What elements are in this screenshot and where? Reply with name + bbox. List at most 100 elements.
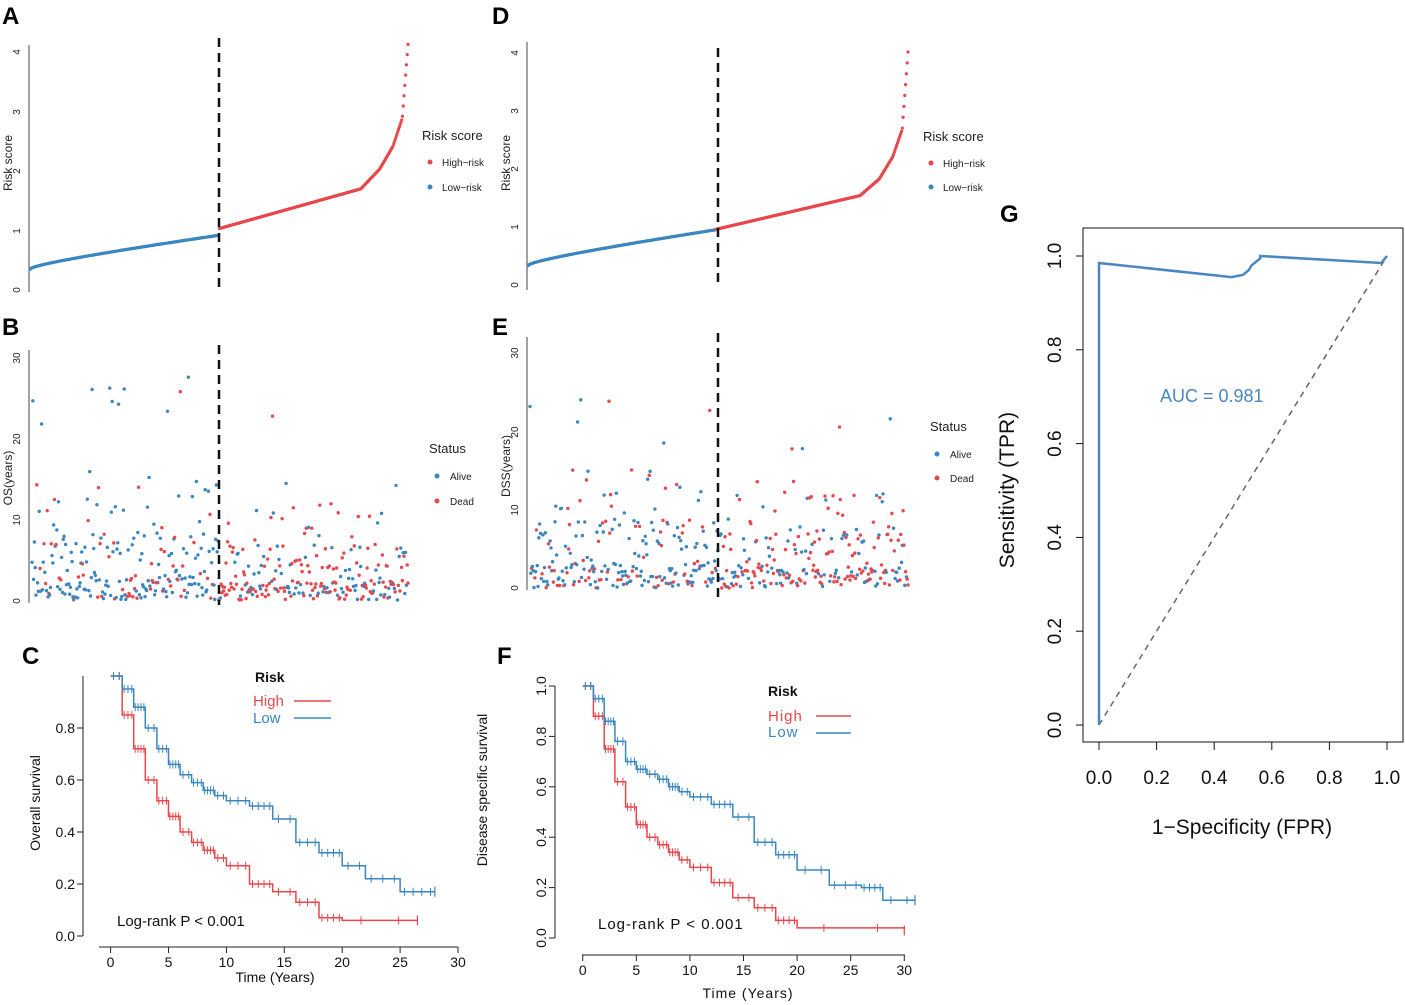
panel-label-c: C [22, 643, 39, 670]
status-point [884, 570, 888, 574]
status-point [828, 574, 833, 578]
status-point [34, 593, 38, 597]
status-point [845, 574, 850, 579]
y-tick-label: 0.6 [1045, 430, 1066, 456]
status-point [209, 561, 214, 565]
status-point [201, 532, 206, 536]
status-point [355, 597, 360, 602]
status-point [653, 507, 657, 511]
panel-label-e: E [492, 314, 508, 341]
status-point [799, 550, 804, 554]
status-point [656, 583, 660, 588]
status-point [563, 544, 568, 548]
status-point [319, 581, 324, 586]
status-point [294, 558, 299, 563]
status-point [308, 593, 312, 598]
status-point [802, 568, 806, 572]
status-point [357, 573, 361, 577]
status-point [658, 574, 662, 579]
status-point [794, 551, 798, 556]
status-point [222, 585, 227, 589]
status-point [268, 547, 272, 551]
status-point [633, 551, 637, 556]
status-point [283, 597, 288, 602]
status-point [290, 562, 294, 566]
status-point [611, 583, 615, 588]
y-ticks: 0 1 2 3 4 [12, 49, 23, 293]
status-point [627, 536, 631, 541]
status-point [835, 579, 839, 584]
status-point [112, 541, 116, 545]
status-point [550, 560, 555, 564]
risk-score-point [904, 72, 908, 76]
status-point [841, 513, 845, 517]
status-point [264, 588, 268, 592]
x-axis-title: Time (Years) [235, 969, 314, 985]
status-point [800, 446, 805, 451]
status-point [151, 580, 155, 585]
status-point [871, 520, 876, 524]
status-point [261, 583, 265, 588]
status-point [59, 578, 63, 582]
status-point [855, 573, 859, 577]
status-point [591, 564, 595, 568]
legend: Status Alive Dead [429, 441, 474, 508]
legend-marker-high [928, 160, 934, 166]
status-point [849, 570, 854, 574]
status-point [76, 575, 81, 579]
status-point [294, 586, 298, 590]
status-point [813, 575, 818, 579]
status-point [62, 534, 66, 539]
status-point [782, 490, 787, 495]
status-point [629, 468, 634, 472]
status-point [832, 580, 836, 584]
status-point [832, 575, 837, 579]
status-point [369, 579, 373, 583]
status-point [600, 521, 605, 525]
status-point [723, 535, 727, 539]
status-point [623, 569, 627, 574]
status-point [169, 551, 174, 556]
y-tick-label: 10 [12, 514, 23, 526]
status-point [327, 564, 332, 568]
status-point [691, 580, 695, 584]
status-point [54, 542, 58, 547]
status-point [364, 586, 369, 590]
status-point [378, 576, 382, 580]
status-point [727, 586, 731, 590]
y-tick-label: 0.4 [56, 824, 76, 840]
status-point [843, 577, 847, 581]
status-point [107, 555, 111, 559]
status-point [572, 580, 577, 584]
status-point [645, 553, 649, 557]
risk-score-point [402, 94, 406, 98]
status-point [156, 562, 161, 567]
legend-item-low: Low−risk [943, 183, 984, 194]
status-point [301, 591, 305, 595]
status-point [704, 580, 708, 584]
status-point [740, 570, 744, 574]
status-point [135, 596, 139, 600]
status-point [138, 558, 142, 562]
x-tick-label: 0.6 [1259, 768, 1285, 789]
status-point [568, 551, 572, 555]
status-point [613, 562, 618, 567]
status-point [630, 569, 635, 573]
status-point [377, 580, 381, 585]
status-point [233, 574, 238, 578]
status-point [40, 588, 45, 592]
status-point [317, 533, 321, 538]
status-point [124, 578, 129, 582]
status-point [553, 520, 557, 524]
status-point [100, 590, 105, 594]
status-point [700, 525, 705, 529]
status-point [662, 576, 667, 580]
status-point [866, 572, 871, 576]
status-point [92, 546, 96, 551]
legend-item-low: Low [768, 724, 799, 741]
legend-item-dead: Dead [450, 497, 474, 508]
status-point [889, 538, 893, 542]
x-tick-label: 0 [579, 962, 587, 978]
status-point [314, 554, 319, 558]
status-point [881, 492, 885, 496]
